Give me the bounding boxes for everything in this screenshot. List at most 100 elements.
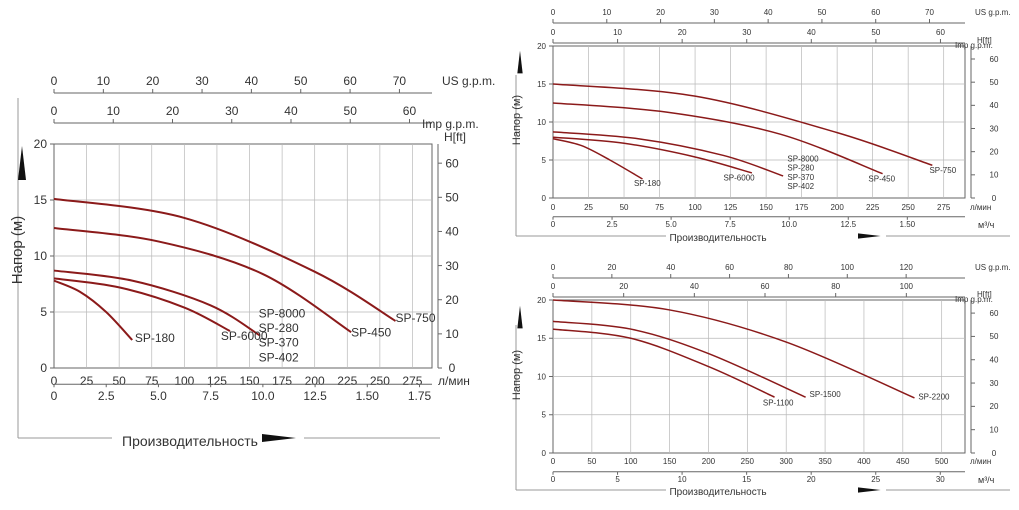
imp-tick-label: 60 [403, 104, 417, 118]
x-tick-label: 250 [370, 374, 390, 388]
imp-axis-label: Imp g.p.m. [422, 117, 479, 131]
x-tick-label: 0 [551, 203, 556, 212]
m3h-tick-label: 1.50 [356, 389, 380, 403]
x-arrow-icon [262, 434, 296, 442]
imp-tick-label: 40 [690, 282, 699, 291]
x-tick-label: 100 [174, 374, 194, 388]
imp-tick-label: 60 [936, 28, 945, 37]
us-tick-label: 20 [656, 8, 665, 17]
m3h-tick-label: 7.5 [725, 220, 737, 229]
x-tick-label: 25 [80, 374, 94, 388]
m3h-tick-label: 12.5 [303, 389, 327, 403]
m3h-tick-label: 7.5 [202, 389, 219, 403]
curve-sp-2200 [552, 299, 915, 399]
imp-tick-label: 40 [807, 28, 816, 37]
series-label: SP-402 [787, 182, 814, 191]
m3h-tick-label: 5 [615, 475, 620, 484]
x-tick-label: 0 [51, 374, 58, 388]
x-axis-title: Производительность [669, 487, 766, 498]
imp-tick-label: 30 [742, 28, 751, 37]
us-tick-label: 10 [602, 8, 611, 17]
ft-axis-label: H[ft] [444, 130, 466, 144]
curve-sp-280 [53, 269, 261, 337]
us-tick-label: 70 [393, 74, 407, 88]
m3h-tick-label: 10 [678, 475, 687, 484]
x-tick-label: 200 [702, 457, 716, 466]
ft-axis-label: H[ft] [977, 290, 992, 299]
series-label: SP-750 [396, 311, 436, 325]
series-label: SP-6000 [221, 329, 268, 343]
y-tick-label: 5 [542, 156, 547, 165]
curve-sp-1500 [552, 320, 806, 398]
y-tick-label: 10 [537, 372, 546, 381]
ft-axis-label: H[ft] [977, 36, 992, 45]
series-label: SP-450 [351, 326, 391, 340]
series-label: SP-1100 [763, 399, 794, 408]
x-tick-label: 150 [663, 457, 677, 466]
imp-tick-label: 0 [551, 282, 556, 291]
series-label: SP-370 [259, 336, 299, 350]
ft-tick-label: 50 [990, 78, 999, 87]
ft-tick-label: 0 [992, 194, 997, 203]
ft-tick-label: 40 [990, 356, 999, 365]
ft-tick-label: 10 [445, 327, 459, 341]
y-arrow-icon [18, 146, 26, 180]
m3h-tick-label: 12.5 [840, 220, 856, 229]
ft-tick-label: 50 [990, 332, 999, 341]
curve-sp-180 [552, 137, 643, 180]
curve-sp-1100 [552, 328, 775, 398]
y-tick-label: 20 [34, 137, 48, 151]
ft-tick-label: 20 [990, 147, 999, 156]
us-tick-label: 50 [817, 8, 826, 17]
x-arrow-icon [858, 233, 881, 239]
us-tick-label: 40 [666, 263, 675, 272]
x-tick-label: 250 [741, 457, 755, 466]
curve-sp-750 [552, 83, 933, 167]
x-tick-label: 100 [624, 457, 638, 466]
ft-tick-label: 40 [990, 101, 999, 110]
y-tick-label: 10 [537, 118, 546, 127]
imp-tick-label: 40 [284, 104, 298, 118]
y-tick-label: 15 [537, 334, 546, 343]
y-tick-label: 15 [34, 193, 48, 207]
us-axis-label: US g.p.m. [975, 263, 1011, 272]
x-tick-label: 150 [759, 203, 773, 212]
y-tick-label: 0 [40, 361, 47, 375]
y-tick-label: 5 [542, 411, 547, 420]
x-unit-lpm: л/мин [970, 203, 991, 212]
imp-tick-label: 10 [613, 28, 622, 37]
y-tick-label: 20 [537, 42, 546, 51]
x-tick-label: 250 [901, 203, 915, 212]
imp-tick-label: 20 [678, 28, 687, 37]
m3h-tick-label: 15 [742, 475, 751, 484]
series-label: SP-180 [634, 179, 661, 188]
ft-tick-label: 30 [990, 124, 999, 133]
series-label: SP-450 [868, 174, 895, 183]
x-tick-label: 200 [830, 203, 844, 212]
ft-tick-label: 60 [990, 55, 999, 64]
y-tick-label: 0 [542, 449, 547, 458]
us-tick-label: 100 [841, 263, 855, 272]
curve-sp-6000 [552, 136, 753, 174]
us-axis-label: US g.p.m. [975, 8, 1011, 17]
x-axis-title: Производительность [122, 433, 258, 449]
x-tick-label: 300 [780, 457, 794, 466]
x-tick-label: 500 [935, 457, 949, 466]
imp-tick-label: 0 [51, 104, 58, 118]
us-axis-label: US g.p.m. [442, 74, 495, 88]
ft-tick-label: 20 [445, 293, 459, 307]
y-axis-title: Напор (м) [9, 216, 26, 284]
x-tick-label: 350 [818, 457, 832, 466]
x-tick-label: 175 [272, 374, 292, 388]
imp-axis-label: Imp g.p.m. [955, 41, 993, 50]
us-tick-label: 30 [710, 8, 719, 17]
imp-tick-label: 100 [900, 282, 914, 291]
curve-sp-180 [53, 279, 133, 341]
us-tick-label: 60 [725, 263, 734, 272]
curve-sp-280 [552, 131, 784, 177]
x-tick-label: 50 [620, 203, 629, 212]
imp-tick-label: 20 [166, 104, 180, 118]
x-tick-label: 25 [584, 203, 593, 212]
x-tick-label: 125 [724, 203, 738, 212]
